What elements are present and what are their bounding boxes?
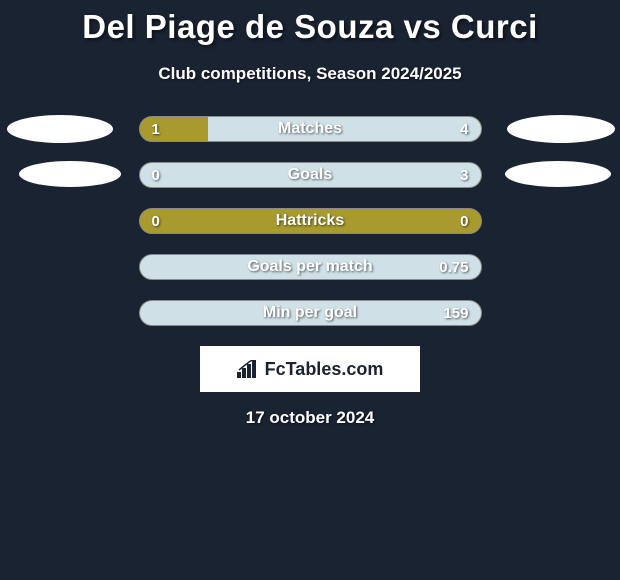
stat-bar: Matches1 4: [139, 116, 482, 142]
stat-row: Goals0 3: [0, 162, 620, 188]
stat-value-left: 0: [152, 163, 160, 187]
stat-value-right: 159: [443, 301, 468, 325]
stat-value-left: 1: [152, 117, 160, 141]
comparison-chart: Matches14Goals03Hattricks00Goals per mat…: [0, 116, 620, 326]
brand-text: FcTables.com: [265, 359, 384, 380]
stat-bar: Hattricks0 0: [139, 208, 482, 234]
stat-bar: Min per goal159: [139, 300, 482, 326]
stat-value-left: 0: [152, 209, 160, 233]
stat-row: Matches1 4: [0, 116, 620, 142]
chart-icon: [237, 360, 259, 378]
stat-row: Goals per match0.75: [0, 254, 620, 280]
stat-label: Matches: [140, 117, 481, 141]
date-label: 17 october 2024: [0, 408, 620, 428]
subtitle: Club competitions, Season 2024/2025: [0, 64, 620, 84]
stat-value-right: 4: [460, 117, 468, 141]
player-left-ellipse: [7, 115, 113, 143]
stat-row: Hattricks0 0: [0, 208, 620, 234]
stat-label: Min per goal: [140, 301, 481, 325]
page-title: Del Piage de Souza vs Curci: [0, 0, 620, 46]
stat-bar: Goals per match0.75: [139, 254, 482, 280]
stat-label: Goals: [140, 163, 481, 187]
player-left-ellipse: [19, 161, 121, 187]
stat-value-right: 3: [460, 163, 468, 187]
stat-label: Hattricks: [140, 209, 481, 233]
stat-row: Min per goal159: [0, 300, 620, 326]
stat-value-right: 0.75: [439, 255, 468, 279]
player-right-ellipse: [507, 115, 615, 143]
stat-bar: Goals0 3: [139, 162, 482, 188]
stat-value-right: 0: [460, 209, 468, 233]
player-right-ellipse: [505, 161, 611, 187]
stat-label: Goals per match: [140, 255, 481, 279]
brand-logo: FcTables.com: [200, 346, 420, 392]
